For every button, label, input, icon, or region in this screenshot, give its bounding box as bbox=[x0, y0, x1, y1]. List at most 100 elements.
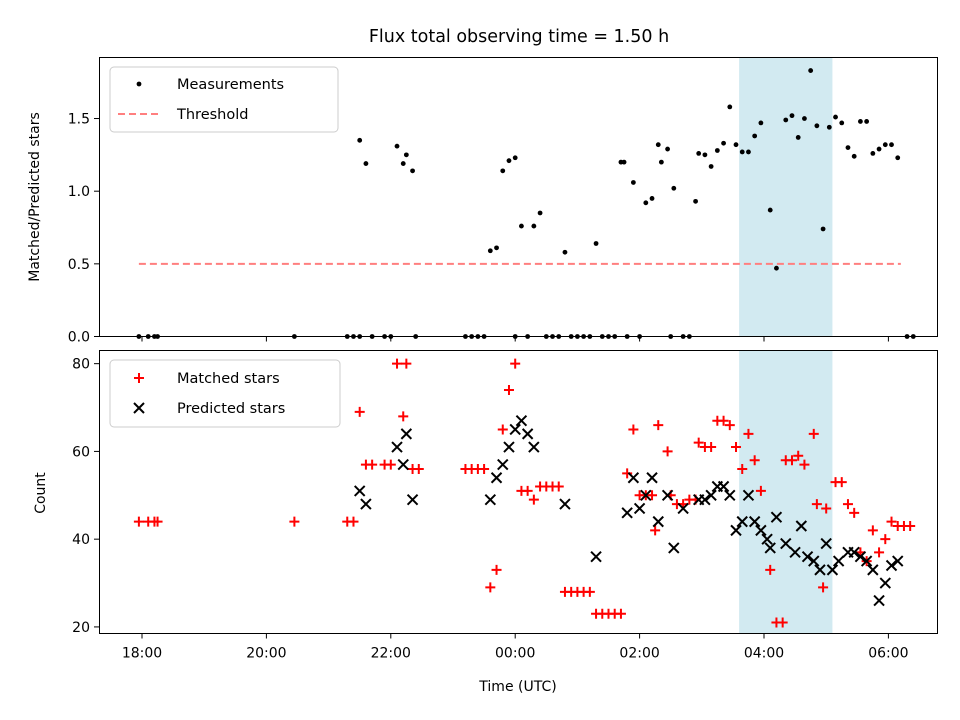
data-point bbox=[870, 151, 876, 156]
data-point bbox=[849, 507, 860, 518]
y-tick-label: 0.0 bbox=[68, 330, 90, 346]
data-point bbox=[885, 559, 898, 572]
data-point bbox=[867, 525, 878, 536]
legend-label: Matched stars bbox=[177, 371, 280, 387]
data-point bbox=[693, 198, 698, 204]
data-point bbox=[867, 564, 879, 576]
chart-title: Flux total observing time = 1.50 h bbox=[369, 27, 669, 47]
data-point bbox=[814, 123, 820, 129]
data-point bbox=[537, 210, 543, 216]
data-point bbox=[653, 420, 664, 431]
series-predicted-stars bbox=[353, 414, 904, 607]
series-matched-stars bbox=[133, 358, 916, 628]
series-measurements bbox=[136, 68, 916, 339]
x-tick-label: 18:00 bbox=[122, 646, 162, 662]
data-point bbox=[821, 503, 832, 514]
data-point bbox=[662, 446, 673, 457]
data-point bbox=[485, 582, 496, 593]
data-point bbox=[400, 428, 413, 440]
data-point bbox=[746, 149, 751, 155]
data-point bbox=[650, 525, 661, 536]
data-point bbox=[826, 564, 839, 576]
data-point bbox=[860, 555, 873, 567]
data-point bbox=[528, 441, 540, 453]
data-point bbox=[742, 489, 755, 501]
data-point bbox=[553, 481, 564, 492]
data-point bbox=[622, 468, 633, 479]
data-point bbox=[826, 124, 832, 130]
data-point bbox=[842, 499, 853, 510]
data-point bbox=[721, 140, 726, 146]
data-point bbox=[528, 494, 539, 505]
data-point bbox=[699, 493, 711, 506]
data-point bbox=[789, 113, 795, 119]
data-point bbox=[491, 564, 502, 575]
data-point bbox=[764, 542, 776, 554]
data-point bbox=[562, 249, 568, 255]
data-point bbox=[706, 442, 717, 453]
data-point bbox=[363, 161, 369, 166]
data-point bbox=[755, 485, 766, 496]
data-point bbox=[814, 564, 826, 576]
data-point bbox=[658, 159, 664, 165]
data-point bbox=[820, 226, 826, 232]
data-point bbox=[521, 428, 534, 440]
data-point bbox=[724, 420, 735, 431]
data-point bbox=[786, 455, 797, 466]
data-point bbox=[854, 551, 867, 563]
data-point bbox=[289, 516, 300, 527]
data-point bbox=[795, 135, 801, 140]
legend-label: Threshold bbox=[176, 107, 248, 123]
data-point bbox=[789, 546, 801, 559]
data-point bbox=[655, 142, 661, 148]
legend-swatch bbox=[134, 373, 144, 383]
y-tick-label: 1.0 bbox=[68, 184, 90, 200]
data-point bbox=[394, 143, 400, 149]
data-point bbox=[733, 142, 739, 148]
data-point bbox=[360, 498, 372, 510]
data-point bbox=[793, 450, 804, 461]
data-point bbox=[832, 555, 845, 567]
data-point bbox=[693, 437, 704, 448]
data-point bbox=[818, 582, 829, 593]
data-point bbox=[802, 116, 807, 121]
data-point bbox=[494, 245, 499, 251]
data-point bbox=[718, 415, 729, 426]
data-point bbox=[627, 472, 640, 484]
data-point bbox=[783, 117, 789, 123]
data-point bbox=[615, 608, 626, 619]
data-point bbox=[633, 502, 646, 515]
data-point bbox=[630, 180, 636, 185]
data-point bbox=[406, 493, 419, 506]
data-point bbox=[705, 489, 717, 501]
data-point bbox=[874, 547, 885, 558]
data-point bbox=[708, 164, 714, 169]
x-tick-label: 04:00 bbox=[744, 646, 784, 662]
data-point bbox=[799, 459, 810, 470]
data-point bbox=[811, 499, 822, 510]
data-point bbox=[761, 533, 773, 545]
data-point bbox=[503, 384, 514, 395]
data-point bbox=[500, 168, 506, 174]
data-point bbox=[774, 265, 779, 271]
data-point bbox=[714, 148, 720, 153]
data-point bbox=[590, 551, 602, 563]
data-point bbox=[795, 520, 808, 532]
data-point bbox=[628, 424, 639, 435]
data-point bbox=[767, 207, 773, 213]
data-point bbox=[559, 498, 571, 510]
data-point bbox=[880, 534, 891, 545]
data-point bbox=[497, 424, 508, 435]
data-point bbox=[512, 155, 518, 161]
data-point bbox=[702, 152, 708, 158]
data-point bbox=[353, 485, 366, 497]
data-point bbox=[479, 463, 490, 474]
y-tick-label: 40 bbox=[72, 532, 90, 548]
data-point bbox=[731, 442, 742, 453]
data-point bbox=[522, 485, 533, 496]
y-axis-label-top: Matched/Predicted stars bbox=[27, 112, 43, 282]
data-point bbox=[845, 145, 851, 150]
data-point bbox=[864, 119, 870, 124]
data-point bbox=[808, 68, 814, 73]
